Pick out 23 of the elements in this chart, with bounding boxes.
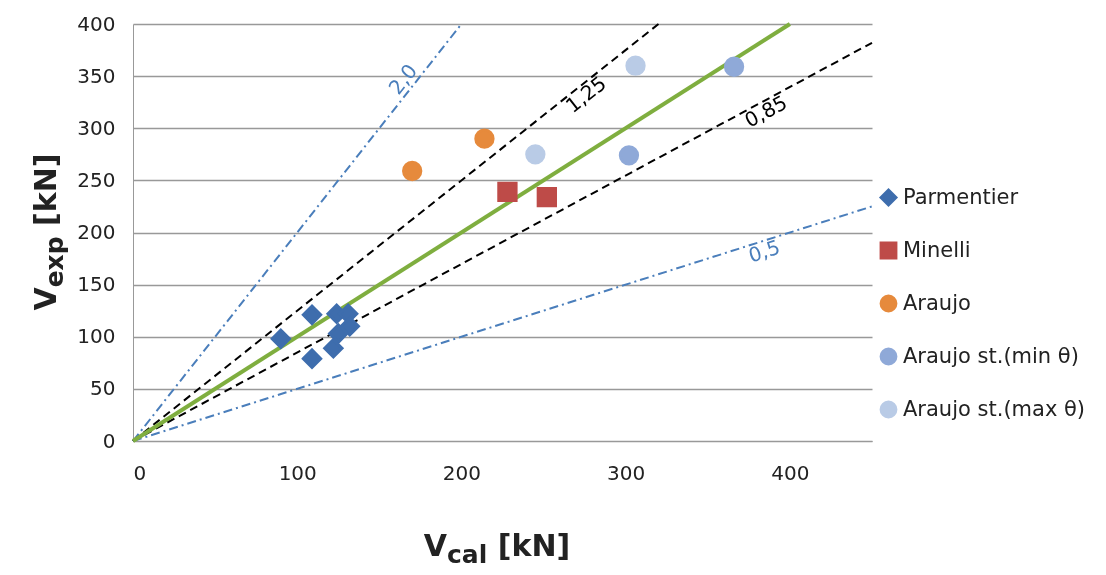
- legend-label: Araujo st.(max θ): [903, 396, 1086, 421]
- legend-label: Araujo st.(min θ): [903, 343, 1079, 368]
- x-tick-label: 0: [133, 460, 147, 485]
- legend-label: Parmentier: [903, 184, 1019, 209]
- x-tick-label: 400: [771, 460, 810, 485]
- y-tick-label: 0: [102, 428, 116, 453]
- y-tick-label: 400: [77, 11, 116, 36]
- text: 0,85: [740, 90, 792, 133]
- text: 0,5: [745, 234, 783, 268]
- y-tick-label: 50: [90, 376, 116, 401]
- legend-label: Minelli: [903, 237, 971, 262]
- x-tick-label: 200: [442, 460, 482, 485]
- y-tick-label: 300: [77, 115, 116, 140]
- y-tick-label: 200: [77, 220, 116, 244]
- x-tick-label: 100: [278, 460, 317, 485]
- x-tick-label: 300: [607, 460, 646, 485]
- y-tick-label: 250: [77, 167, 116, 192]
- x-axis-title: V$_{cal}$ [kN]: [423, 527, 571, 569]
- y-tick-label: 350: [77, 63, 116, 88]
- legend-label: Araujo: [903, 290, 971, 315]
- y-tick-label: 150: [77, 272, 116, 297]
- y-tick-label: 100: [77, 324, 116, 349]
- text: 2,0: [383, 59, 423, 100]
